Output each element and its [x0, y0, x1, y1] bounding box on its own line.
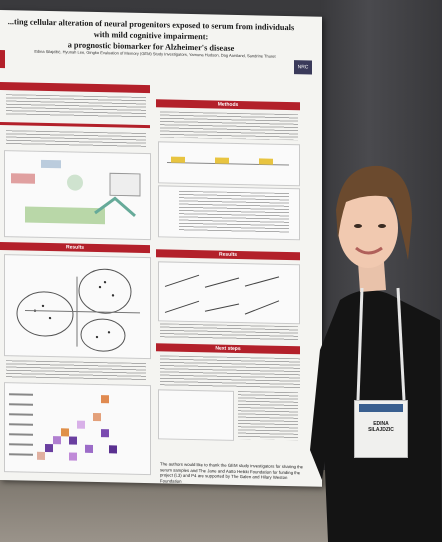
- correlation-caption: [160, 323, 298, 341]
- name-badge: EDINA SILAJDZIC: [354, 400, 408, 458]
- results-left-header: Results: [0, 242, 150, 254]
- schematic-graphic: [11, 159, 141, 225]
- acknowledgements: The authors would like to thank the GEM …: [160, 461, 304, 484]
- pca-caption: [6, 360, 146, 382]
- badge-first-name: EDINA: [373, 421, 389, 427]
- badge-last-name: SILAJDZIC: [368, 427, 394, 433]
- research-poster: ...ting cellular alteration of neural pr…: [0, 10, 322, 487]
- badge-logo-band: [359, 404, 403, 412]
- methods-text: [160, 111, 298, 141]
- aims-divider: [0, 122, 150, 129]
- university-logo-mark: [0, 50, 5, 69]
- intro-section-header: [0, 82, 150, 94]
- aims-text: [6, 130, 146, 148]
- results-right-header: Results: [156, 249, 300, 261]
- next-steps-header: Next steps: [156, 343, 300, 355]
- method-schematic: [4, 150, 151, 241]
- methods-timeline-diagram: [158, 141, 300, 187]
- next-steps-figure: [158, 389, 234, 441]
- heatmap-figure: [4, 382, 151, 476]
- intro-text: [6, 94, 146, 120]
- next-steps-text: [160, 355, 300, 389]
- methods-header: Methods: [156, 99, 300, 111]
- institution-logo: NRC: [294, 60, 312, 75]
- correlation-plots: [158, 261, 300, 325]
- next-steps-figure-text: [238, 390, 298, 441]
- pca-plot: [4, 254, 151, 360]
- presenter-person: [310, 165, 442, 542]
- methods-table: [158, 185, 300, 241]
